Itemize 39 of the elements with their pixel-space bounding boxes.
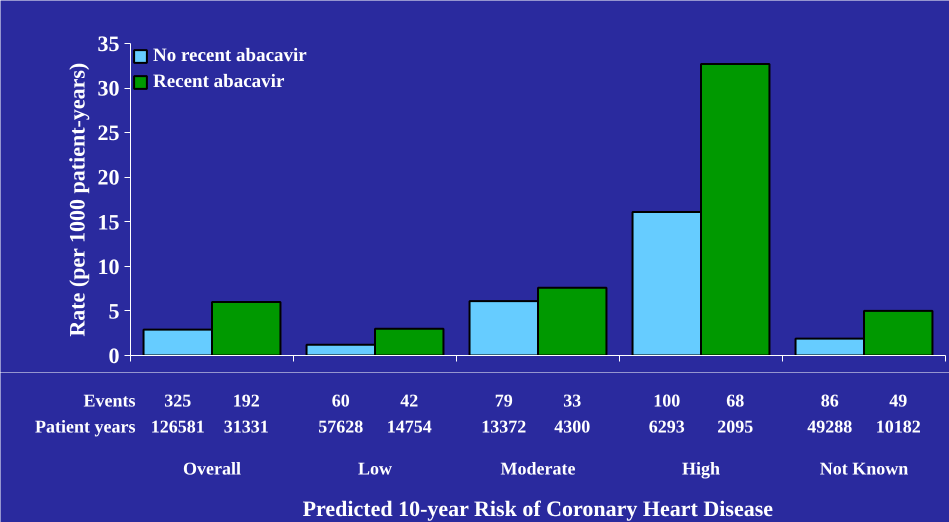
- x-tick-label: Overall: [183, 458, 241, 478]
- y-tick-label: 15: [98, 209, 120, 234]
- text: 126581: [150, 416, 205, 436]
- text: 325: [164, 390, 192, 410]
- text: 10182: [876, 416, 921, 436]
- y-tick-label: 0: [108, 343, 120, 368]
- text: Events: [83, 390, 136, 410]
- x-tick-label: Not Known: [820, 458, 908, 478]
- text: 68: [726, 390, 744, 410]
- legend-label: Recent abacavir: [153, 71, 286, 93]
- x-tick-label: High: [682, 458, 720, 478]
- text: 31331: [224, 416, 269, 436]
- text: 4300: [554, 416, 590, 436]
- text: 42: [400, 390, 418, 410]
- y-tick-label: 35: [98, 31, 120, 56]
- text: 14754: [386, 416, 432, 436]
- y-axis-title: Rate (per 1000 patient-years): [64, 62, 90, 337]
- text: 2095: [717, 416, 754, 436]
- text: 57628: [318, 416, 364, 436]
- y-tick-label: 10: [98, 254, 120, 279]
- text: 192: [232, 390, 260, 410]
- text: 13372: [481, 416, 526, 436]
- text: 49288: [807, 416, 852, 436]
- text: 60: [332, 390, 350, 410]
- text: 6293: [648, 416, 685, 436]
- text: 49: [889, 390, 908, 410]
- x-tick-label: Moderate: [500, 458, 576, 478]
- text: 33: [563, 390, 582, 410]
- x-axis-title: Predicted 10-year Risk of Coronary Heart Disease: [302, 496, 774, 521]
- y-tick-label: 25: [98, 120, 120, 146]
- x-tick-label: Low: [358, 458, 392, 478]
- text: Patient years: [35, 416, 136, 436]
- legend-label: No recent abacavir: [153, 45, 308, 67]
- text: 86: [820, 390, 839, 410]
- text: 79: [494, 390, 513, 410]
- y-tick-label: 5: [108, 298, 120, 324]
- text: 100: [653, 390, 680, 410]
- y-tick-label: 30: [98, 76, 120, 101]
- y-tick-label: 20: [98, 164, 120, 190]
